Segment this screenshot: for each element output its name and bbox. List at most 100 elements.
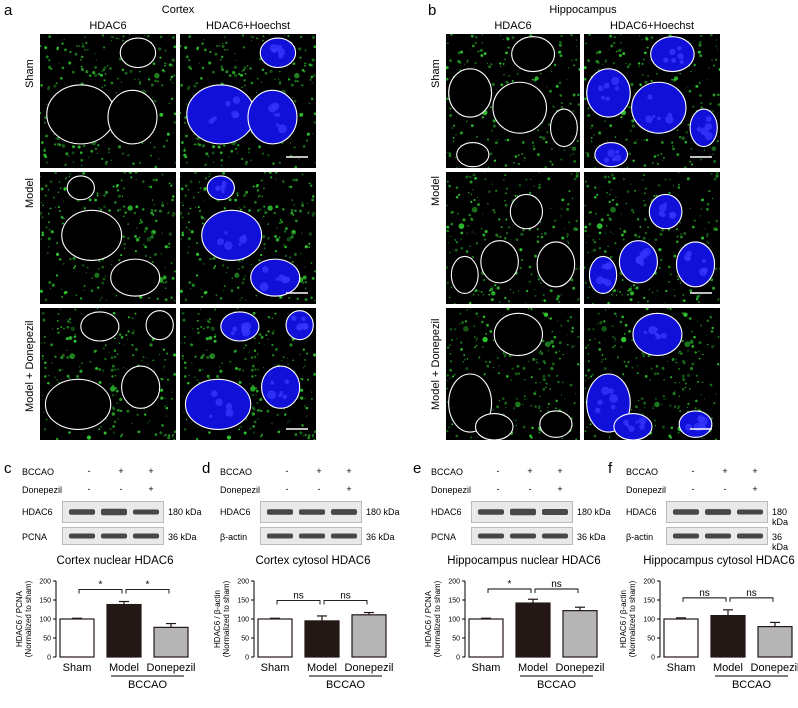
y-tick-label: 100 [448, 617, 460, 624]
nucleus-outline [186, 84, 256, 145]
chart-title: Hippocampus nuclear HDAC6 [447, 555, 601, 567]
y-tick-label: 50 [647, 636, 655, 643]
nucleus-outline [220, 311, 260, 342]
chart-title: Cortex nuclear HDAC6 [56, 555, 174, 567]
y-tick-label: 150 [237, 598, 249, 605]
blot-image-bottom [62, 527, 164, 545]
micrograph-b-row0-hdac6 [446, 34, 580, 168]
significance-label: ns [340, 591, 351, 602]
panel-a-title: Cortex [161, 4, 195, 16]
y-tick-label: 150 [643, 598, 655, 605]
treatment-label-donepezil: Donepezil [22, 485, 63, 495]
blot-image-bottom [471, 527, 573, 545]
panel-a-col-hdac6: HDAC6 [89, 20, 127, 32]
kda-bottom: 36 kDa [577, 532, 606, 542]
y-tick-label: 50 [452, 636, 460, 643]
x-category-label: Sham [472, 662, 501, 674]
bar-sham [663, 618, 699, 658]
bar-sham [59, 618, 95, 658]
chart-title: Cortex cytosol HDAC6 [255, 555, 371, 567]
micrograph-b-row0-merge [584, 34, 720, 168]
nucleus-outline [480, 240, 519, 284]
panel-b-row-model-donepezil: Model + Donepezil [430, 318, 442, 410]
bar-donepezil [562, 610, 598, 658]
bccao-sign: - [285, 466, 289, 476]
bccao-sign: + [722, 466, 728, 476]
y-axis-label: HDAC6 / β-actin [619, 590, 628, 648]
micrograph-b-row2-hdac6 [446, 308, 580, 440]
bar-donepezil [153, 626, 189, 658]
bccao-sign: + [752, 466, 758, 476]
bccao-sign: - [691, 466, 695, 476]
nucleus-outline [247, 89, 298, 145]
blot-image-top [471, 501, 573, 523]
treatment-label-donepezil: Donepezil [431, 485, 472, 495]
panel-a-row-model: Model [24, 178, 36, 208]
treatment-label-bccao: BCCAO [22, 467, 55, 477]
micrograph-b-row1-hdac6 [446, 172, 580, 304]
y-tick-label: 200 [448, 579, 460, 586]
micrograph-a-row2-merge [180, 308, 316, 440]
kda-top: 180 kDa [577, 507, 611, 517]
x-category-label: Donepezil [751, 662, 798, 674]
bar-model [515, 602, 551, 658]
y-tick-label: 50 [241, 636, 249, 643]
nucleus-outline [44, 378, 112, 430]
significance-label: ns [699, 588, 710, 599]
nucleus-outline [110, 258, 161, 297]
bar-donepezil [351, 614, 387, 658]
donepezil-sign: - [285, 484, 289, 494]
bccao-sign: + [316, 466, 322, 476]
blot-image-top [666, 501, 768, 523]
group-label: BCCAO [128, 679, 168, 691]
group-label: BCCAO [732, 679, 772, 691]
nucleus-outline [46, 84, 116, 145]
bccao-sign: + [118, 466, 124, 476]
panel-a-row-model-donepezil: Model + Donepezil [24, 320, 36, 412]
x-category-label: Sham [667, 662, 696, 674]
micrograph-b-row1-merge [584, 172, 720, 304]
panel-letter-e: e [413, 460, 422, 477]
treatment-label-bccao: BCCAO [431, 467, 464, 477]
x-category-label: Donepezil [147, 662, 196, 674]
y-axis-label-sub: (Normalized to sham) [222, 580, 231, 657]
significance-bracket [323, 600, 368, 605]
y-axis-label: HDAC6 / PCNA [15, 590, 24, 647]
y-tick-label: 150 [39, 598, 51, 605]
panel-b-col-merge: HDAC6+Hoechst [609, 20, 695, 32]
blot-label-bottom: β-actin [220, 532, 248, 542]
blot-label-top: HDAC6 [626, 507, 657, 517]
donepezil-sign: + [148, 484, 154, 494]
kda-top: 180 kDa [168, 507, 202, 517]
nucleus-outline [450, 255, 479, 294]
panel-a-row-sham: Sham [24, 59, 36, 88]
blot-label-top: HDAC6 [431, 507, 462, 517]
y-tick-label: 100 [237, 617, 249, 624]
bccao-sign: + [148, 466, 154, 476]
x-category-label: Donepezil [345, 662, 394, 674]
significance-bracket [78, 589, 123, 594]
significance-bracket [125, 589, 170, 594]
micrograph-b-row2-merge [584, 308, 720, 440]
bar-chart-c: 0 50 100 150 200 HDAC6 / PCNA (Normalized to s… [0, 573, 196, 703]
panel-b-row-sham: Sham [430, 59, 442, 88]
y-axis-label-sub: (Normalized to sham) [24, 580, 33, 657]
significance-label: ns [551, 579, 562, 590]
nucleus-outline [107, 89, 158, 145]
bar-chart-d: 0 50 100 150 200 HDAC6 / β-actin (Normalized t… [198, 573, 394, 703]
kda-bottom: 36 kDa [366, 532, 395, 542]
donepezil-sign: - [691, 484, 695, 494]
panel-b-row-model: Model [430, 176, 442, 206]
nucleus-outline [536, 241, 576, 288]
blot-label-top: HDAC6 [22, 507, 53, 517]
donepezil-sign: + [557, 484, 563, 494]
nucleus-outline [261, 365, 301, 409]
bar-sham [257, 618, 293, 658]
blot-label-bottom: PCNA [22, 532, 48, 542]
significance-label: ns [293, 591, 304, 602]
panel-letter-a: a [4, 2, 13, 19]
treatment-label-donepezil: Donepezil [220, 485, 261, 495]
nucleus-outline [61, 209, 123, 261]
donepezil-sign: - [528, 484, 532, 494]
nucleus-outline [509, 193, 544, 230]
